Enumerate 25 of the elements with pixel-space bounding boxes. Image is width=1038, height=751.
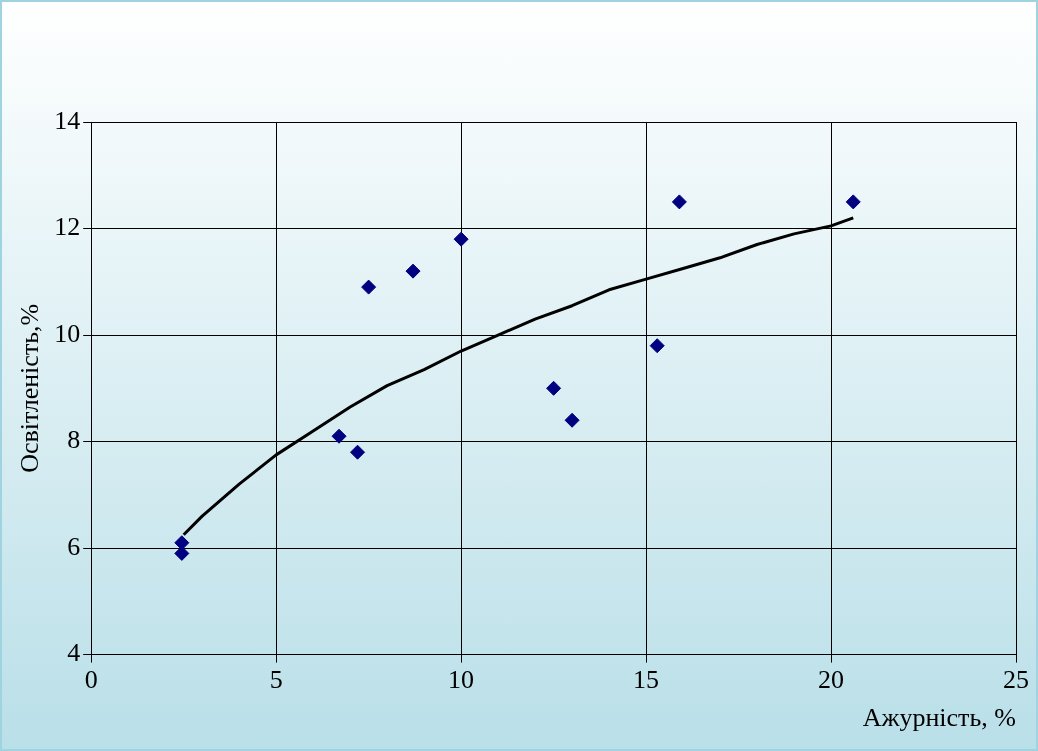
point <box>453 231 469 247</box>
x-tick-label: 20 <box>818 665 845 695</box>
x-tick-label: 25 <box>1003 665 1029 695</box>
x-axis-title: Ажурність, % <box>862 703 1016 733</box>
x-tick-label: 0 <box>84 665 98 695</box>
x-tick-label: 10 <box>448 665 475 695</box>
y-tick-label: 8 <box>67 425 81 455</box>
point <box>671 194 687 210</box>
point <box>845 194 861 210</box>
point <box>350 444 366 460</box>
y-axis-title: Освітленість,% <box>15 303 45 473</box>
point <box>649 338 665 354</box>
point <box>546 380 562 396</box>
y-tick-label: 14 <box>54 105 81 135</box>
point <box>405 263 421 279</box>
point <box>361 279 377 295</box>
y-tick-label: 4 <box>67 638 81 668</box>
x-tick-label: 5 <box>269 665 283 695</box>
x-tick-label: 15 <box>633 665 660 695</box>
y-tick-label: 6 <box>67 531 81 561</box>
y-tick-label: 12 <box>54 212 81 242</box>
point <box>564 412 580 428</box>
point <box>331 428 347 444</box>
point <box>174 545 190 561</box>
y-tick-label: 10 <box>54 318 81 348</box>
